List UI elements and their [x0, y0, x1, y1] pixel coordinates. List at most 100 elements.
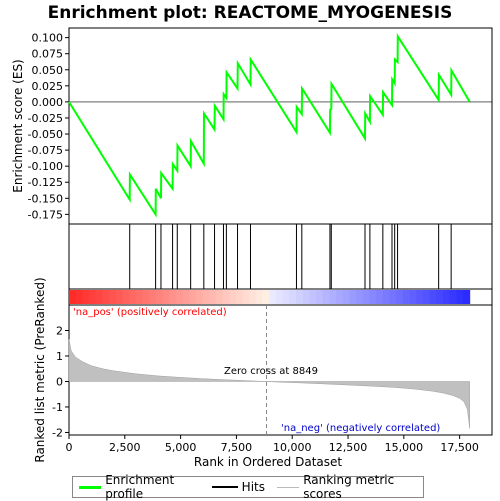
xtick-label: 2,500: [109, 441, 141, 454]
legend-label-hits: Hits: [241, 480, 265, 494]
colorbar-segment: [296, 290, 304, 304]
colorbar-segment: [402, 290, 411, 304]
colorbar-segment: [75, 290, 83, 304]
legend-swatch-ranking: [277, 486, 300, 488]
es-ytick-label: -0.100: [28, 160, 63, 173]
colorbar-segment: [309, 290, 317, 304]
colorbar-segment: [289, 290, 297, 304]
metric-ytick-label: -1: [52, 401, 63, 414]
xtick-label: 0: [66, 441, 73, 454]
colorbar-segment: [376, 290, 384, 304]
colorbar-segment: [82, 290, 90, 304]
colorbar-segment: [336, 290, 344, 304]
es-ytick-label: 0.025: [32, 80, 64, 93]
xtick-label: 5,000: [165, 441, 197, 454]
colorbar-segment: [276, 290, 284, 304]
colorbar-segment: [169, 290, 177, 304]
xtick-label: 12,500: [329, 441, 368, 454]
legend-label-ranking: Ranking metric scores: [303, 473, 395, 501]
es-ytick-label: -0.150: [28, 192, 63, 205]
colorbar-segment: [229, 290, 237, 304]
es-ylabel: Enrichment score (ES): [11, 59, 25, 192]
es-ytick-label: 0.075: [32, 48, 64, 61]
colorbar-segment: [102, 290, 110, 304]
legend: Enrichment profile Hits Ranking metric s…: [72, 473, 424, 501]
colorbar-segment: [122, 290, 130, 304]
legend-swatch-hits: [211, 486, 238, 488]
colorbar-segment: [349, 290, 357, 304]
colorbar-segment: [449, 290, 457, 304]
colorbar-segment: [215, 290, 224, 304]
colorbar-segment: [195, 290, 204, 304]
colorbar-segment: [209, 290, 217, 304]
es-ytick-label: 0.050: [32, 64, 64, 77]
x-axis-label: Rank in Ordered Dataset: [194, 455, 342, 469]
colorbar-segment: [422, 290, 431, 304]
xtick-label: 17,500: [440, 441, 479, 454]
colorbar-segment: [149, 290, 157, 304]
legend-label-enrichment: Enrichment profile: [105, 473, 175, 501]
hits-panel-frame: [68, 223, 493, 290]
colorbar-segment: [269, 290, 277, 304]
colorbar-segment: [262, 290, 270, 304]
colorbar-segment: [129, 290, 137, 304]
metric-area: [68, 339, 470, 429]
legend-item-hits: Hits: [211, 480, 265, 494]
colorbar-segment: [409, 290, 417, 304]
colorbar-segment: [302, 290, 310, 304]
xtick-label: 7,500: [221, 441, 253, 454]
colorbar-segment: [95, 290, 103, 304]
colorbar-segment: [356, 290, 364, 304]
colorbar-segment: [162, 290, 170, 304]
colorbar-segment: [389, 290, 397, 304]
es-panel-frame: [68, 27, 493, 225]
colorbar-segment: [396, 290, 404, 304]
colorbar-segment: [436, 290, 444, 304]
metric-ytick-label: 1: [56, 350, 63, 363]
colorbar-segment: [322, 290, 330, 304]
xtick-label: 10,000: [273, 441, 312, 454]
colorbar-segment: [249, 290, 257, 304]
es-ytick-label: -0.050: [28, 128, 63, 141]
colorbar-segment: [316, 290, 324, 304]
legend-item-enrichment: Enrichment profile: [79, 473, 200, 501]
metric-ytick-label: 2: [56, 324, 63, 337]
metric-ylabel: Ranked list metric (PreRanked): [33, 277, 47, 462]
colorbar-segment: [429, 290, 437, 304]
es-ytick-label: -0.125: [28, 176, 63, 189]
pos-label: 'na_pos' (positively correlated): [73, 307, 227, 318]
colorbar-segment: [456, 290, 464, 304]
es-ytick-label: -0.075: [28, 144, 63, 157]
es-ytick-label: 0.000: [32, 96, 64, 109]
metric-ytick-label: 0: [56, 375, 63, 388]
colorbar-segment: [255, 290, 264, 304]
es-ytick-label: 0.100: [32, 32, 64, 45]
metric-ytick-label: -2: [52, 426, 63, 439]
colorbar-segment: [442, 290, 451, 304]
colorbar-segment: [135, 290, 143, 304]
colorbar-segment: [182, 290, 190, 304]
es-ytick-label: -0.025: [28, 112, 63, 125]
metric-panel-frame: [68, 304, 493, 436]
colorbar-segment: [189, 290, 197, 304]
es-ytick-label: -0.175: [28, 208, 63, 221]
colorbar-segment: [155, 290, 163, 304]
colorbar-segment: [235, 290, 244, 304]
colorbar-segment: [202, 290, 210, 304]
es-series-line: [68, 33, 471, 218]
neg-label: 'na_neg' (negatively correlated): [281, 423, 440, 434]
legend-swatch-enrichment: [79, 485, 102, 489]
colorbar-segment: [329, 290, 337, 304]
colorbar-segment: [282, 290, 290, 304]
colorbar-segment: [175, 290, 184, 304]
zero-cross-label: Zero cross at 8849: [224, 366, 318, 377]
colorbar-segment: [416, 290, 424, 304]
colorbar-segment: [463, 290, 471, 304]
colorbar-segment: [382, 290, 391, 304]
colorbar-segment: [369, 290, 377, 304]
colorbar-segment: [242, 290, 250, 304]
colorbar-segment: [89, 290, 97, 304]
colorbar-segment: [362, 290, 371, 304]
chart-title: Enrichment plot: REACTOME_MYOGENESIS: [48, 3, 453, 23]
